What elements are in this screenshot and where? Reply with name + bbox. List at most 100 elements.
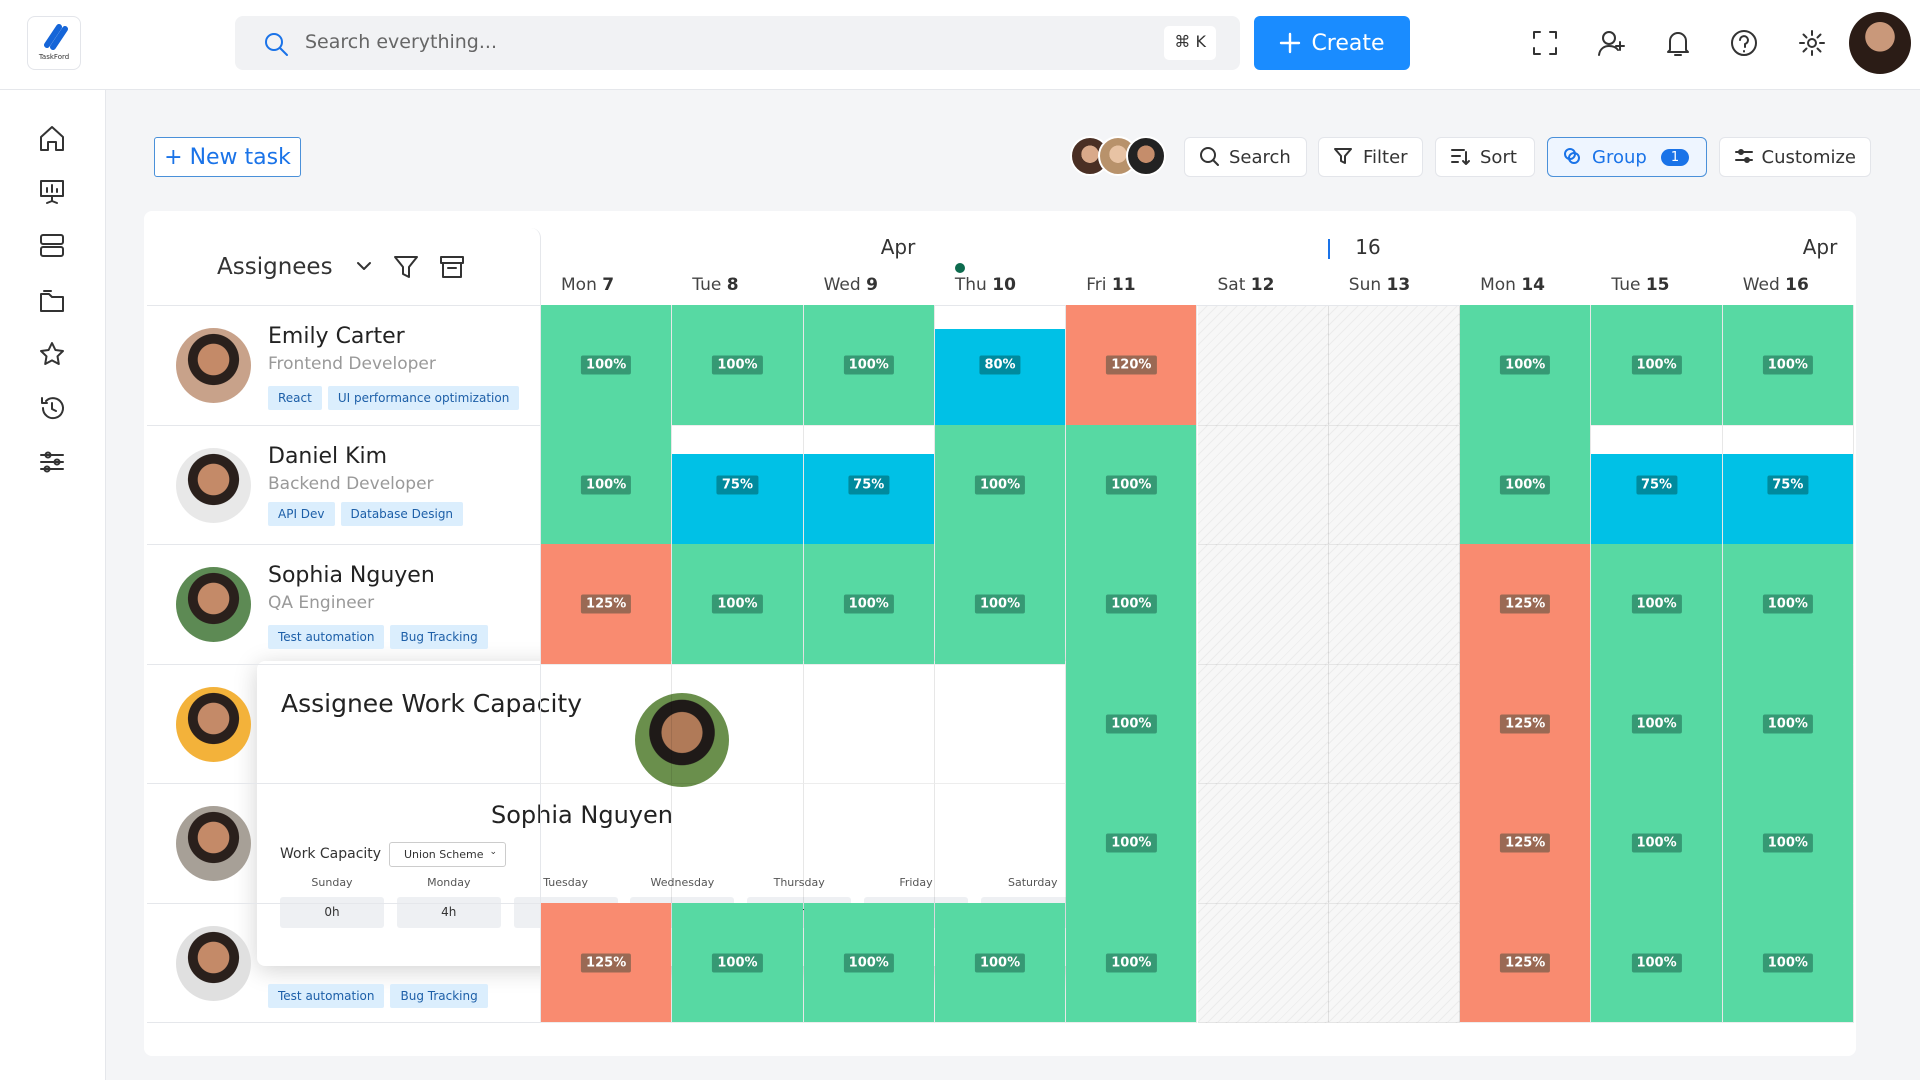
capacity-fill: [803, 305, 934, 425]
capacity-fill: [1066, 305, 1197, 425]
capacity-label: 100%: [1106, 475, 1157, 495]
toolbar-button[interactable]: Group 1: [1547, 137, 1707, 177]
add-user-icon[interactable]: [1598, 31, 1625, 56]
day-label: Sat 12: [1218, 275, 1275, 295]
capacity-cell: [1197, 784, 1329, 904]
archive-icon[interactable]: [439, 255, 464, 278]
sliders-icon[interactable]: [40, 451, 64, 473]
capacity-label: 100%: [974, 475, 1026, 495]
button-icon: [1735, 149, 1753, 163]
capacity-cell: [1328, 425, 1461, 545]
capacity-fill: [803, 902, 934, 1022]
member-avatars[interactable]: [1070, 136, 1170, 176]
capacity-label: 100%: [712, 355, 763, 375]
group-count: 1: [1660, 148, 1690, 166]
capacity-cell: [1328, 903, 1461, 1023]
dropdown-icon[interactable]: [356, 261, 371, 270]
capacity-cell: 100%: [934, 544, 1067, 665]
capacity-label: 80%: [979, 355, 1021, 375]
history-icon[interactable]: [41, 397, 64, 420]
capacity-label: 100%: [581, 355, 632, 375]
create-button[interactable]: Create: [1254, 16, 1410, 70]
settings-icon[interactable]: [1799, 30, 1825, 56]
capacity-fill: [1460, 902, 1591, 1022]
tag: Bug Tracking: [390, 625, 488, 649]
capacity-label: Work Capacity: [280, 846, 382, 862]
user-avatar[interactable]: [1849, 12, 1911, 74]
toolbar-button[interactable]: Sort: [1435, 137, 1535, 177]
today-dot: [955, 263, 965, 273]
capacity-cell: 100%: [1722, 663, 1854, 784]
capacity-cell: [803, 664, 935, 784]
toolbar-button[interactable]: Search: [1184, 137, 1307, 177]
capacity-cell: 120%: [1066, 305, 1198, 426]
capacity-cell: 125%: [1460, 902, 1592, 1023]
assignee-name: Emily Carter: [268, 324, 405, 349]
capacity-cell: 100%: [1591, 544, 1723, 665]
month-label: Apr: [1802, 235, 1838, 259]
dashboard-icon[interactable]: [40, 180, 64, 204]
scheme-dropdown[interactable]: Union Scheme ⌄: [389, 842, 506, 867]
day-name: Tue: [692, 275, 722, 295]
day-label: Mon 14: [1480, 275, 1545, 295]
search-bar[interactable]: Search everything... ⌘ K: [235, 16, 1240, 70]
fullscreen-icon[interactable]: [1533, 31, 1557, 55]
capacity-cell: 125%: [541, 544, 673, 665]
capacity-cell: [1328, 664, 1461, 784]
tag: React: [268, 386, 322, 410]
capacity-label: 100%: [1106, 714, 1157, 734]
capacity-label: 100%: [843, 594, 894, 614]
capacity-fill: [1591, 783, 1722, 903]
day-label: Tue 8: [692, 275, 738, 295]
capacity-fill: [1066, 663, 1197, 783]
filter-icon[interactable]: [393, 255, 418, 278]
hours-field[interactable]: 0h: [280, 897, 384, 928]
capacity-label: 100%: [1762, 833, 1813, 853]
top-icons: [1533, 30, 1825, 56]
capacity-cell: [672, 784, 804, 904]
bell-icon[interactable]: [1667, 32, 1689, 56]
weekday-label: Wednesday: [650, 876, 715, 889]
home-icon[interactable]: [40, 126, 64, 151]
capacity-cell: [934, 664, 1067, 784]
toolbar-button[interactable]: Customize: [1719, 137, 1871, 177]
assignee-role: QA Engineer: [268, 593, 375, 613]
capacity-fill: [1066, 902, 1197, 1022]
assignee-cell: [147, 784, 541, 904]
day-number: 16: [1785, 275, 1809, 295]
assignee-avatar: [176, 328, 251, 403]
capacity-label: 125%: [1500, 594, 1551, 614]
day-label: Wed 16: [1743, 275, 1809, 295]
toolbar-button[interactable]: Filter: [1318, 137, 1423, 177]
star-icon[interactable]: [40, 342, 64, 365]
capacity-label: 100%: [1762, 953, 1813, 973]
capacity-cell: 75%: [672, 425, 804, 545]
weekday-label: Thursday: [773, 876, 825, 889]
logo[interactable]: TaskFord: [27, 16, 81, 70]
capacity-cell: 125%: [1460, 663, 1592, 784]
day-number: 13: [1386, 275, 1411, 295]
day-number: 9: [866, 275, 878, 295]
hours-field[interactable]: 4h: [396, 897, 501, 928]
scheme-label: Union Scheme: [404, 848, 484, 861]
weekday-label: Saturday: [1008, 876, 1058, 889]
capacity-cell: 100%: [1591, 663, 1723, 784]
day-label: Tue 15: [1611, 275, 1669, 295]
day-number: 12: [1250, 275, 1275, 295]
capacity-cell: 80%: [934, 306, 1067, 426]
capacity-fill: [1460, 783, 1591, 903]
capacity-cell: 100%: [1066, 783, 1198, 904]
day-number: 8: [726, 275, 739, 295]
capacity-fill: [803, 544, 934, 664]
help-icon[interactable]: [1731, 30, 1757, 56]
member-avatar: [1126, 136, 1166, 176]
storage-icon[interactable]: [40, 234, 64, 257]
capacity-label: 100%: [581, 475, 632, 495]
capacity-fill: [1460, 663, 1591, 783]
day-name: Wed: [1742, 275, 1780, 295]
day-name: Sat: [1217, 275, 1246, 295]
new-task-button[interactable]: + New task: [154, 137, 301, 177]
capacity-fill: [1722, 783, 1853, 903]
folder-icon[interactable]: [40, 290, 64, 312]
